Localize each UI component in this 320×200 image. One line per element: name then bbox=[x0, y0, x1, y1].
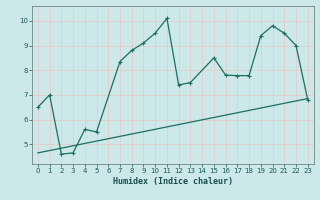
X-axis label: Humidex (Indice chaleur): Humidex (Indice chaleur) bbox=[113, 177, 233, 186]
